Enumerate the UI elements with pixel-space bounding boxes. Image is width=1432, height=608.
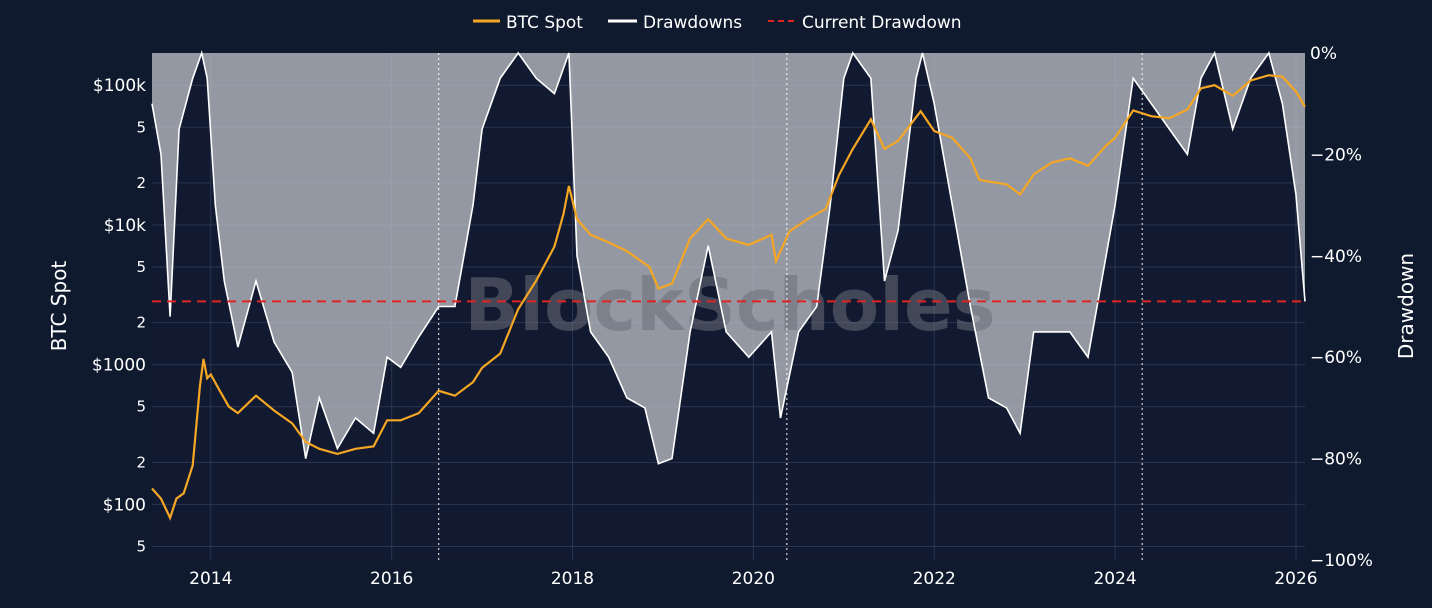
left-tick-major-2: $1000 <box>92 356 146 376</box>
legend-label-btc-spot: BTC Spot <box>506 13 583 33</box>
left-tick-major-0: $100k <box>93 76 146 96</box>
btc-spot-line <box>151 74 1306 521</box>
left-axis-title: BTC Spot <box>47 261 71 352</box>
x-tick-2024: 2024 <box>1093 569 1136 589</box>
left-tick-minor-5: 2 <box>136 453 146 471</box>
right-axis-ticks: 0% −20% −40% −60% −80% −100% <box>1310 44 1373 571</box>
legend-label-current-drawdown: Current Drawdown <box>802 13 962 33</box>
right-tick-0: 0% <box>1310 44 1337 64</box>
x-tick-2020: 2020 <box>732 569 775 589</box>
left-tick-minor-2: 5 <box>136 258 146 276</box>
x-tick-2016: 2016 <box>370 569 413 589</box>
x-tick-2014: 2014 <box>189 569 232 589</box>
left-tick-minor-0: 5 <box>136 118 146 136</box>
x-axis-ticks: 2014 2016 2018 2020 2022 2024 2026 <box>189 569 1317 589</box>
x-tick-2022: 2022 <box>913 569 956 589</box>
left-tick-major-1: $10k <box>104 216 146 236</box>
left-tick-minor-1: 2 <box>136 174 146 192</box>
x-tick-2018: 2018 <box>551 569 594 589</box>
left-tick-minor-4: 5 <box>136 398 146 416</box>
drawdowns-line <box>151 50 1306 465</box>
right-tick-3: −60% <box>1310 348 1362 368</box>
right-tick-4: −80% <box>1310 450 1362 470</box>
right-tick-5: −100% <box>1310 551 1373 571</box>
right-axis-title: Drawdown <box>1394 253 1418 359</box>
left-tick-major-3: $100 <box>103 495 146 515</box>
right-tick-1: −20% <box>1310 145 1362 165</box>
left-tick-minor-3: 2 <box>136 314 146 332</box>
right-tick-2: −40% <box>1310 247 1362 267</box>
left-tick-minor-6: 5 <box>136 537 146 555</box>
left-axis-ticks: $100k $10k $1000 $100 5 2 5 2 5 2 5 <box>92 76 146 555</box>
drawdowns-area <box>152 53 1305 464</box>
legend: BTC Spot Drawdowns Current Drawdown <box>473 13 962 33</box>
watermark-text: BlockScholes <box>464 263 995 347</box>
x-tick-2026: 2026 <box>1274 569 1317 589</box>
legend-label-drawdowns: Drawdowns <box>643 13 742 33</box>
